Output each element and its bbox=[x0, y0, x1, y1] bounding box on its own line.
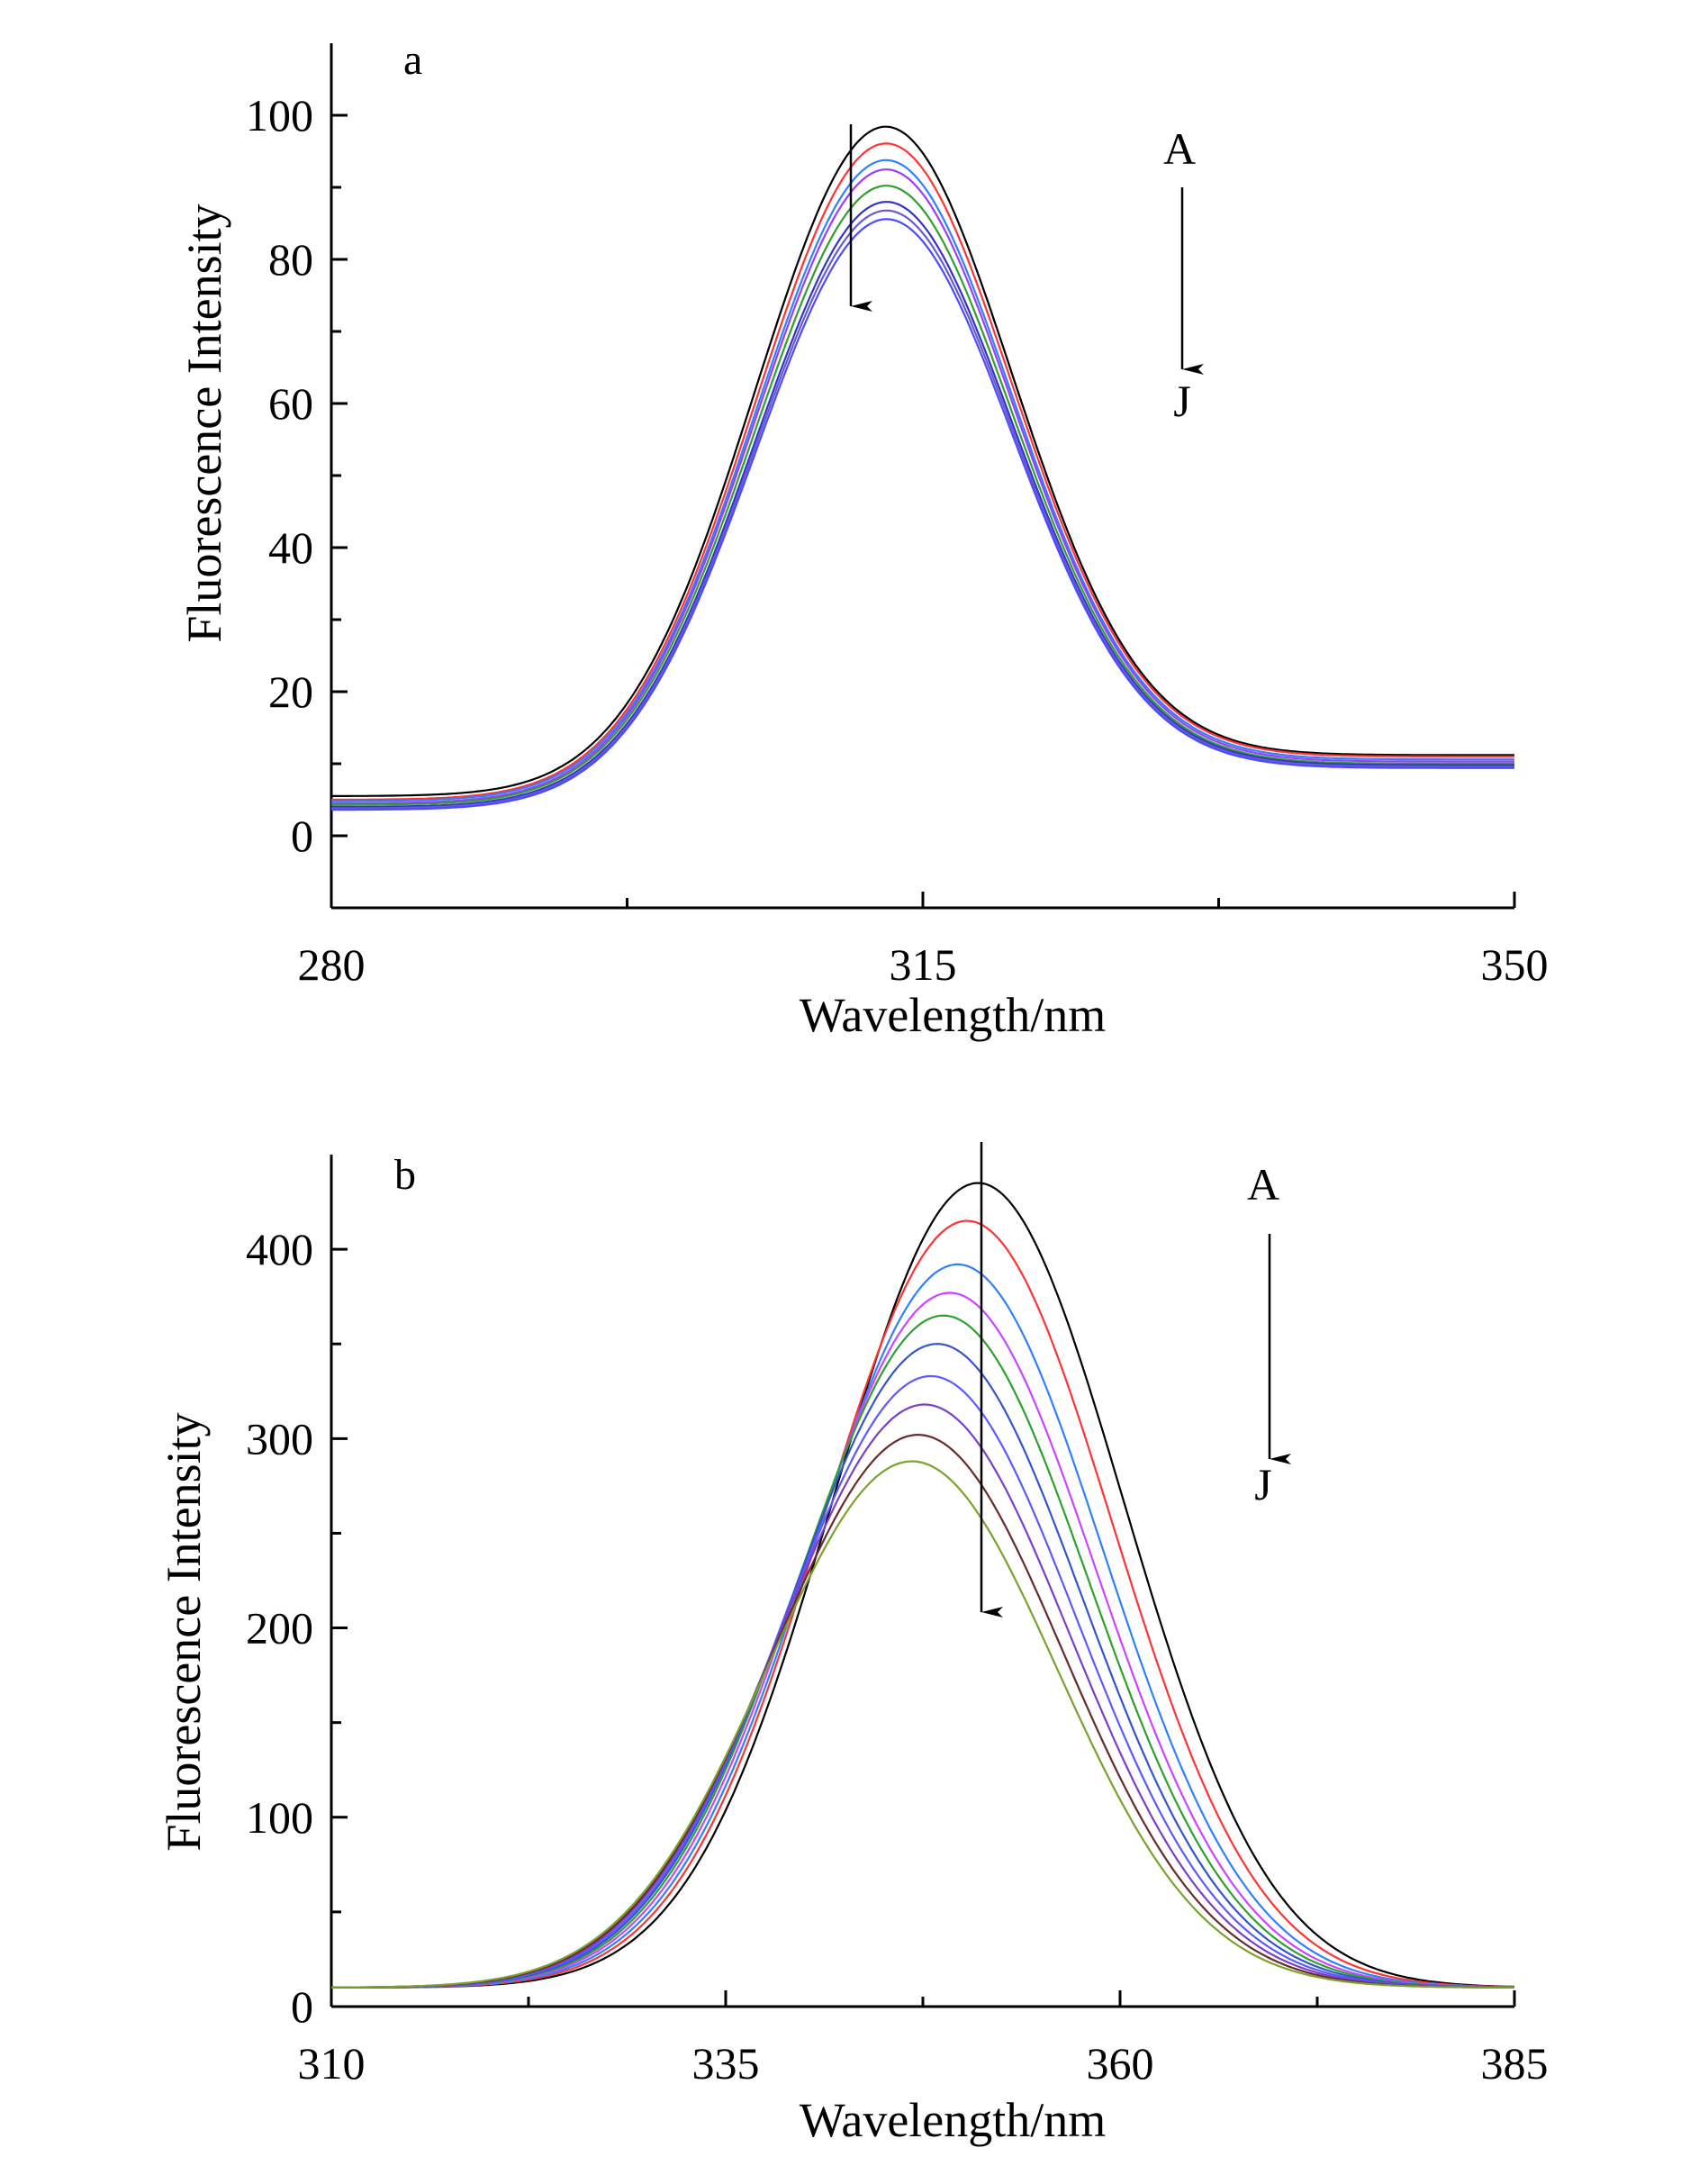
panel-b-axes bbox=[330, 1155, 1516, 2008]
panel-a-y-tick-label: 100 bbox=[246, 90, 313, 140]
panel-a-curve-B bbox=[331, 142, 1514, 801]
panel-a-curve-F bbox=[331, 201, 1514, 808]
panel-b-x-tick-label: 335 bbox=[692, 2038, 760, 2089]
panel-a-y-tick-label: 80 bbox=[268, 234, 313, 285]
panel-b-x-tick-label: 310 bbox=[298, 2038, 366, 2089]
panel-b-y-tick-label: 300 bbox=[246, 1413, 313, 1464]
panel-a-arrow-end-label: J bbox=[1173, 376, 1190, 426]
panel-a-x-tick-label: 315 bbox=[890, 939, 957, 990]
panel-a-y-tick-label: 20 bbox=[268, 666, 313, 717]
panel-b-arrow-end-label: J bbox=[1254, 1459, 1271, 1509]
panel-a-letter: a bbox=[403, 36, 422, 84]
panel-b-xlabel: Wavelength/nm bbox=[800, 2093, 1107, 2147]
panel-b-y-tick-label: 400 bbox=[246, 1224, 313, 1274]
panel-b-x-tick-label: 385 bbox=[1481, 2038, 1549, 2089]
panel-a-curve-G bbox=[331, 209, 1514, 810]
panel-b-y-tick-label: 0 bbox=[291, 1981, 313, 2032]
panel-a-y-tick-label: 40 bbox=[268, 522, 313, 573]
panel-a-x-tick-label: 350 bbox=[1481, 939, 1549, 990]
panel-b-y-tick-label: 200 bbox=[246, 1603, 313, 1654]
panel-a-x-tick-label: 280 bbox=[298, 939, 366, 990]
panel-b-arrow-start-label: A bbox=[1247, 1159, 1279, 1210]
panel-b-letter: b bbox=[394, 1151, 416, 1199]
panel-a-axes bbox=[330, 43, 1516, 910]
panel-a-curve-D bbox=[331, 168, 1514, 804]
panel-a-curve-H bbox=[331, 218, 1514, 811]
panel-a-curves bbox=[331, 124, 1514, 811]
panel-a-arrow-start-label: A bbox=[1163, 123, 1196, 174]
panel-b-labels: 0 100 200 300 400 310 335 360 385 bbox=[246, 1224, 1549, 2089]
panel-b-curve-A bbox=[331, 1182, 1515, 1989]
panel-b-curves bbox=[330, 1142, 1515, 1989]
panel-b-curve-I bbox=[331, 1433, 1514, 1989]
panel-b-ylabel: Fluorescence Intensity bbox=[157, 1412, 211, 1851]
panel-a-curve-E bbox=[331, 185, 1514, 806]
panel-a-ylabel: Fluorescence Intensity bbox=[177, 204, 231, 642]
panel-a-y-tick-label: 0 bbox=[291, 811, 313, 861]
panel-b-curve-G bbox=[331, 1374, 1514, 1989]
panel-b-x-tick-label: 360 bbox=[1087, 2038, 1154, 2089]
panel-a-labels: 0 20 40 60 80 100 280 315 350 bbox=[246, 90, 1549, 990]
panel-a-y-tick-label: 60 bbox=[268, 378, 313, 429]
panel-a-chart: 0 20 40 60 80 100 280 315 350 a Wavelength/nm Fl… bbox=[177, 36, 1549, 1042]
panel-b-curve-J bbox=[331, 1460, 1514, 1989]
panel-b-curve-C bbox=[331, 1263, 1515, 1989]
panel-a-xlabel: Wavelength/nm bbox=[800, 988, 1107, 1042]
panel-b-y-tick-label: 100 bbox=[246, 1792, 313, 1843]
panel-b-curve-D bbox=[331, 1291, 1515, 1989]
panel-b-curve-E bbox=[331, 1314, 1515, 1989]
panel-b-curve-B bbox=[331, 1219, 1515, 1989]
panel-a-curve-A bbox=[331, 125, 1514, 797]
panel-a-curve-C bbox=[331, 159, 1514, 802]
panel-b-chart: 0 100 200 300 400 310 335 360 385 b Wavelength/n… bbox=[157, 1142, 1549, 2147]
panel-b-curve-F bbox=[330, 1343, 1514, 1989]
panel-b-curve-H bbox=[331, 1403, 1514, 1989]
